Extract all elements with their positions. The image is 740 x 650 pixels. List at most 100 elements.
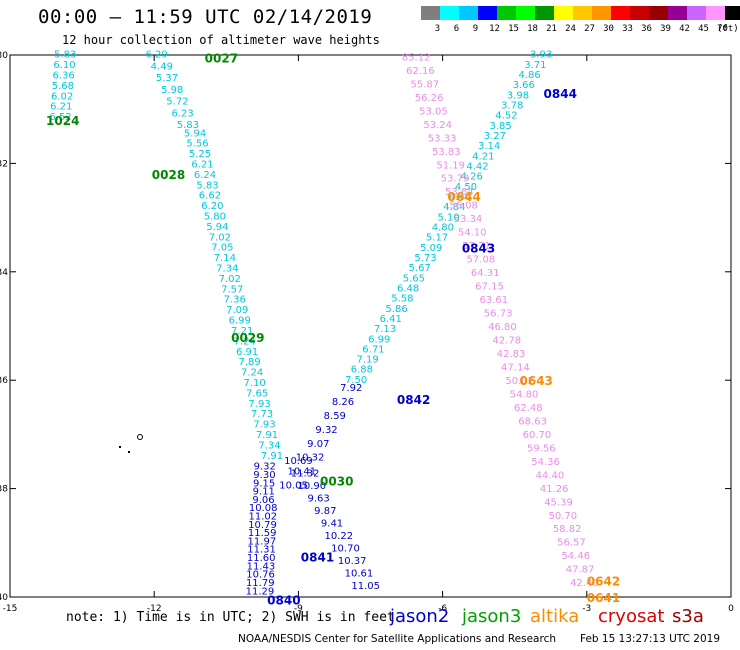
legend-swatch xyxy=(592,6,611,20)
timestamp-text: Feb 15 13:27:13 UTC 2019 xyxy=(580,633,720,645)
swh-value: 56.73 xyxy=(484,309,513,320)
swh-value: 56.08 xyxy=(449,201,478,212)
swh-value: 3.78 xyxy=(501,101,523,112)
swh-value: 9.63 xyxy=(307,494,329,505)
swh-value: 6.23 xyxy=(172,108,194,119)
swh-value: 5.25 xyxy=(189,149,211,160)
x-tick-label: 0 xyxy=(728,604,734,614)
y-tick-label: -36 xyxy=(0,376,8,386)
y-tick-label: -38 xyxy=(0,485,8,495)
x-tick-label: -15 xyxy=(3,604,18,614)
swh-value: 3.66 xyxy=(513,80,535,91)
swh-value: 6.48 xyxy=(397,283,419,294)
swh-value: 4.42 xyxy=(466,161,488,172)
swh-value: 7.21 xyxy=(231,326,253,337)
swh-value: 53.24 xyxy=(423,120,452,131)
swh-value: 10.08 xyxy=(249,503,278,514)
swh-value: 54.46 xyxy=(561,551,590,562)
swh-value: 54.36 xyxy=(531,457,560,468)
swh-value: 5.56 xyxy=(186,139,208,150)
legend-label: 15 xyxy=(508,24,519,34)
island-mark xyxy=(137,434,143,440)
swh-value: 60.70 xyxy=(523,430,552,441)
map-subtitle: 12 hour collection of altimeter wave hei… xyxy=(62,33,380,47)
swh-value: 3.98 xyxy=(507,90,529,101)
swh-value: 6.24 xyxy=(194,170,216,181)
swh-value: 11.79 xyxy=(246,578,275,589)
swh-value: 6.91 xyxy=(236,347,258,358)
swh-value: 7.92 xyxy=(340,383,362,394)
legend-swatch xyxy=(421,6,440,20)
swh-value: 3.93 xyxy=(530,50,552,61)
swh-value: 6.36 xyxy=(53,70,75,81)
legend-label: 9 xyxy=(472,24,479,34)
swh-value: 56.57 xyxy=(557,538,586,549)
swh-value: 9.30 xyxy=(253,470,275,481)
swh-value: 11.31 xyxy=(247,545,276,556)
swh-value: 7.36 xyxy=(224,295,246,306)
swh-value: 5.86 xyxy=(385,304,407,315)
pass-time-label: 0644 xyxy=(447,190,480,204)
swh-value: 42.40 xyxy=(570,578,599,589)
legend-swatch xyxy=(478,6,497,20)
legend-label: 39 xyxy=(660,24,671,34)
swh-value: 54.80 xyxy=(510,389,539,400)
swh-value: 9.32 xyxy=(315,425,337,436)
pass-time-label: 0028 xyxy=(152,168,185,182)
swh-value: 7.19 xyxy=(357,355,379,366)
legend-swatch xyxy=(687,6,706,20)
swh-value: 4.86 xyxy=(518,70,540,81)
swh-value: 5.58 xyxy=(391,294,413,305)
swh-value: 5.65 xyxy=(403,273,425,284)
y-tick-label: -34 xyxy=(0,268,8,278)
legend-swatch xyxy=(573,6,592,20)
legend-swatch xyxy=(630,6,649,20)
legend-label: 42 xyxy=(679,24,690,34)
swh-value: 44.40 xyxy=(536,470,565,481)
swh-value: 54.10 xyxy=(458,228,487,239)
swh-value: 4.46 xyxy=(449,192,471,203)
swh-value: 53.64 xyxy=(445,187,474,198)
legend-swatch xyxy=(611,6,630,20)
swh-value: 59.56 xyxy=(527,443,556,454)
swh-value: 4.52 xyxy=(495,111,517,122)
swh-value: 5.83 xyxy=(177,120,199,131)
swh-value: 50.02 xyxy=(505,376,534,387)
swh-value: 10.37 xyxy=(338,556,367,567)
swh-value: 4.21 xyxy=(472,151,494,162)
swh-value: 7.89 xyxy=(239,357,261,368)
swh-value: 6.99 xyxy=(229,316,251,327)
swh-value: 47.14 xyxy=(501,362,530,373)
pass-time-label: 0842 xyxy=(397,393,430,407)
satellite-altika: altika xyxy=(530,606,580,627)
pass-time-label: 0843 xyxy=(462,241,495,255)
pass-time-label: 0030 xyxy=(320,474,353,488)
swh-value: 7.65 xyxy=(246,388,268,399)
legend-swatch xyxy=(725,6,740,20)
swh-value: 57.71 xyxy=(462,241,491,252)
legend-swatch xyxy=(554,6,573,20)
satellite-jason3: jason3 xyxy=(462,606,522,627)
satellite-cryosat: cryosat xyxy=(598,606,665,627)
swh-value: 4.84 xyxy=(443,202,465,213)
swh-value: 10.41 xyxy=(288,467,317,478)
swh-value: 62.48 xyxy=(514,403,543,414)
swh-value: 5.37 xyxy=(156,73,178,84)
swh-value: 53.79 xyxy=(441,174,470,185)
legend-swatch xyxy=(497,6,516,20)
legend-label: 27 xyxy=(584,24,595,34)
swh-value: 42.78 xyxy=(492,336,521,347)
swh-value: 7.14 xyxy=(214,253,236,264)
legend-unit: (ft) xyxy=(717,24,739,34)
swh-value: 6.21 xyxy=(50,102,72,113)
swh-value: 9.11 xyxy=(253,487,275,498)
x-tick-label: -9 xyxy=(294,604,303,614)
swh-value: 6.29 xyxy=(145,50,167,61)
swh-value: 10.70 xyxy=(331,543,360,554)
swh-value: 64.31 xyxy=(471,268,500,279)
legend-label: 18 xyxy=(527,24,538,34)
swh-value: 6.21 xyxy=(191,160,213,171)
swh-value: 3.14 xyxy=(478,141,500,152)
swh-value: 7.10 xyxy=(243,378,265,389)
